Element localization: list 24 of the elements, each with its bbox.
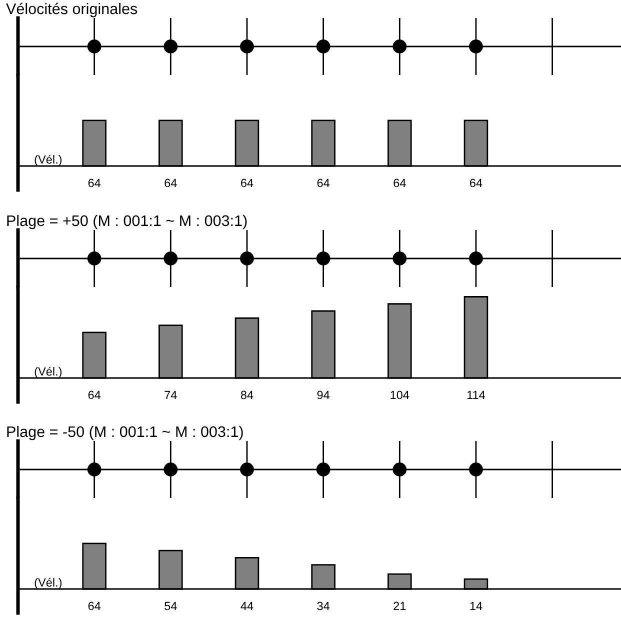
chart-title: Plage = +50 (M : 001:1 ~ M : 003:1) [7, 214, 247, 230]
data-label: 64 [317, 178, 330, 188]
data-label: 64 [394, 178, 406, 188]
data-label: 54 [164, 602, 177, 610]
data-label: 21 [394, 602, 406, 610]
data-label: 104 [390, 390, 410, 400]
data-label: 14 [470, 602, 482, 610]
data-label: 64 [470, 178, 482, 188]
data-label: 64 [88, 390, 101, 400]
data-label: 94 [317, 390, 330, 400]
chart-title: Plage = -50 (M : 001:1 ~ M : 003:1) [7, 426, 243, 440]
data-label: 34 [317, 602, 330, 610]
data-label: 64 [88, 178, 101, 188]
y-axis-title: (Vél.) [34, 578, 62, 589]
data-label: 84 [240, 390, 254, 400]
data-label: 114 [467, 390, 486, 400]
data-label: 44 [240, 602, 254, 610]
y-axis-title: (Vél.) [34, 366, 62, 378]
data-label: 64 [241, 178, 254, 188]
y-axis-title: (Vél.) [34, 154, 62, 166]
chart-title: Vélocités originales [6, 2, 138, 18]
data-label: 64 [88, 602, 101, 610]
data-label: 74 [164, 390, 177, 400]
data-label: 64 [164, 178, 177, 188]
